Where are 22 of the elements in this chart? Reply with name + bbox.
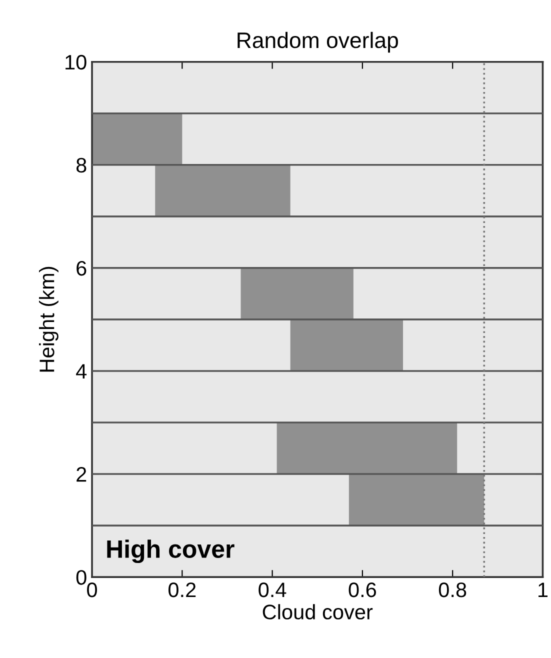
y-tick-label: 0: [76, 570, 86, 585]
x-tick-label: 0.8: [438, 582, 466, 598]
bar: [290, 319, 404, 371]
y-axis-title: Height (km): [39, 266, 58, 372]
x-tick-label: 0.4: [258, 582, 286, 598]
y-tick-label: 6: [76, 260, 86, 276]
chart-title: Random overlap: [238, 32, 398, 53]
x-tick-label: 0: [87, 582, 97, 598]
bar: [276, 422, 458, 474]
y-tick-label: 10: [66, 54, 86, 70]
y-tick-label: 4: [76, 364, 87, 379]
bar: [348, 474, 484, 526]
x-tick-label: 1: [538, 582, 548, 598]
y-tick-label: 2: [76, 467, 86, 482]
x-axis-title: Cloud cover: [262, 604, 373, 620]
bar: [155, 164, 290, 216]
annotation: High cover: [107, 540, 234, 564]
y-tick-label: 8: [76, 158, 86, 173]
bar: [92, 113, 182, 165]
x-tick-label: 0.6: [348, 582, 376, 598]
x-tick-label: 0.2: [168, 582, 196, 598]
bar: [240, 268, 354, 320]
